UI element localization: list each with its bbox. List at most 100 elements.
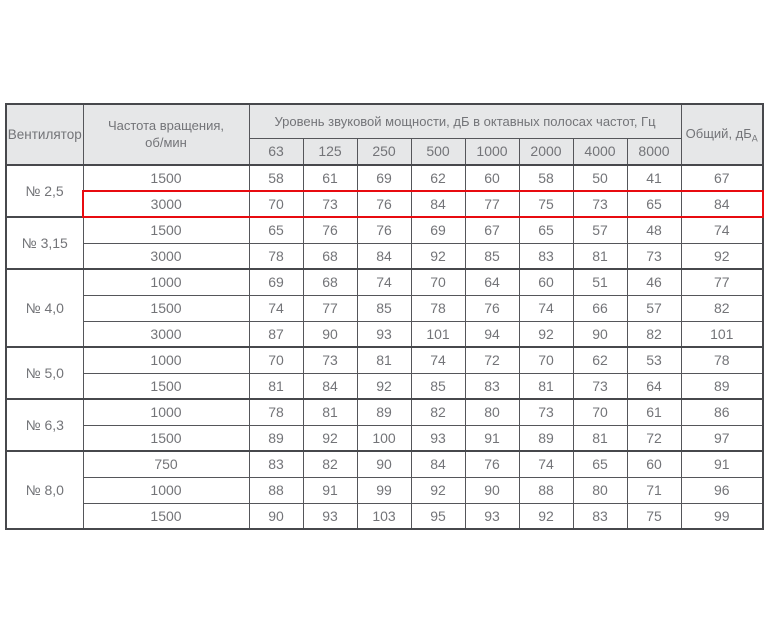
rpm-value: 1000 — [82, 346, 250, 374]
table-row: 1500 90 93 103 95 93 92 83 75 99 — [6, 502, 764, 530]
level-value: 73 — [572, 190, 628, 218]
level-value: 58 — [248, 164, 304, 192]
total-column-header: Общий, дБА — [680, 103, 764, 166]
level-value: 66 — [572, 294, 628, 322]
level-value: 84 — [410, 190, 466, 218]
level-value: 50 — [572, 164, 628, 192]
rpm-value: 3000 — [82, 190, 250, 218]
total-value: 67 — [680, 164, 764, 192]
level-value: 77 — [302, 294, 358, 322]
freq-header-125: 125 — [302, 137, 358, 166]
level-value: 82 — [302, 450, 358, 478]
total-value: 96 — [680, 476, 764, 504]
rpm-value: 1000 — [82, 476, 250, 504]
level-value: 92 — [410, 476, 466, 504]
rpm-value: 3000 — [82, 242, 250, 270]
level-value: 70 — [518, 346, 574, 374]
octave-band-header: Уровень звуковой мощности, дБ в октавных… — [248, 103, 682, 139]
level-value: 70 — [572, 398, 628, 426]
level-value: 83 — [248, 450, 304, 478]
level-value: 88 — [248, 476, 304, 504]
level-value: 73 — [302, 190, 358, 218]
level-value: 78 — [410, 294, 466, 322]
total-value: 97 — [680, 424, 764, 452]
level-value: 74 — [518, 294, 574, 322]
level-value: 92 — [410, 242, 466, 270]
table-row: № 4,0 1000 69 68 74 70 64 60 51 46 77 — [5, 268, 764, 348]
level-value: 84 — [410, 450, 466, 478]
level-value: 90 — [464, 476, 520, 504]
rpm-value: 1500 — [82, 372, 250, 400]
total-value: 89 — [680, 372, 764, 400]
level-value: 85 — [464, 242, 520, 270]
level-value: 65 — [518, 216, 574, 244]
level-value: 65 — [626, 190, 682, 218]
level-value: 57 — [572, 216, 628, 244]
fan-name: № 4,0 — [5, 268, 84, 348]
level-value: 75 — [518, 190, 574, 218]
fan-name: № 8,0 — [5, 450, 84, 530]
level-value: 58 — [518, 164, 574, 192]
level-value: 90 — [356, 450, 412, 478]
table-row: 1000 88 91 99 92 90 88 80 71 96 — [6, 476, 764, 504]
total-value: 77 — [680, 268, 764, 296]
level-value: 77 — [464, 190, 520, 218]
level-value: 90 — [248, 502, 304, 530]
rpm-value: 1500 — [82, 216, 250, 244]
fan-column-header: Вентилятор — [5, 103, 84, 166]
level-value: 84 — [356, 242, 412, 270]
level-value: 70 — [248, 190, 304, 218]
level-value: 57 — [626, 294, 682, 322]
level-value: 73 — [302, 346, 358, 374]
level-value: 101 — [410, 320, 466, 348]
freq-header-8000: 8000 — [626, 137, 682, 166]
level-value: 81 — [302, 398, 358, 426]
level-value: 88 — [518, 476, 574, 504]
level-value: 82 — [626, 320, 682, 348]
rpm-value: 1000 — [82, 398, 250, 426]
level-value: 87 — [248, 320, 304, 348]
level-value: 83 — [572, 502, 628, 530]
level-value: 81 — [572, 424, 628, 452]
rpm-value: 1000 — [82, 268, 250, 296]
level-value: 83 — [464, 372, 520, 400]
level-value: 78 — [248, 398, 304, 426]
total-value: 84 — [680, 190, 764, 218]
level-value: 95 — [410, 502, 466, 530]
level-value: 81 — [518, 372, 574, 400]
level-value: 76 — [464, 450, 520, 478]
level-value: 67 — [464, 216, 520, 244]
level-value: 73 — [572, 372, 628, 400]
level-value: 72 — [464, 346, 520, 374]
level-value: 76 — [302, 216, 358, 244]
level-value: 99 — [356, 476, 412, 504]
level-value: 85 — [356, 294, 412, 322]
level-value: 76 — [356, 190, 412, 218]
level-value: 62 — [572, 346, 628, 374]
level-value: 65 — [248, 216, 304, 244]
level-value: 83 — [518, 242, 574, 270]
level-value: 81 — [248, 372, 304, 400]
total-header-subscript: А — [751, 133, 758, 144]
level-value: 93 — [302, 502, 358, 530]
level-value: 89 — [356, 398, 412, 426]
level-value: 94 — [464, 320, 520, 348]
level-value: 48 — [626, 216, 682, 244]
level-value: 71 — [626, 476, 682, 504]
freq-header-63: 63 — [248, 137, 304, 166]
fan-name: № 2,5 — [5, 164, 84, 218]
rpm-value: 1500 — [82, 164, 250, 192]
level-value: 60 — [464, 164, 520, 192]
table-row: 3000 78 68 84 92 85 83 81 73 92 — [6, 242, 764, 270]
level-value: 92 — [518, 320, 574, 348]
level-value: 92 — [356, 372, 412, 400]
level-value: 89 — [518, 424, 574, 452]
level-value: 82 — [410, 398, 466, 426]
table-row: № 3,15 1500 65 76 76 69 67 65 57 48 74 — [5, 216, 764, 270]
level-value: 62 — [410, 164, 466, 192]
table-header: Вентилятор Частота вращения, об/мин Уров… — [5, 103, 764, 166]
total-value: 74 — [680, 216, 764, 244]
level-value: 81 — [356, 346, 412, 374]
rpm-value: 3000 — [82, 320, 250, 348]
header-row-1: Вентилятор Частота вращения, об/мин Уров… — [5, 103, 764, 166]
